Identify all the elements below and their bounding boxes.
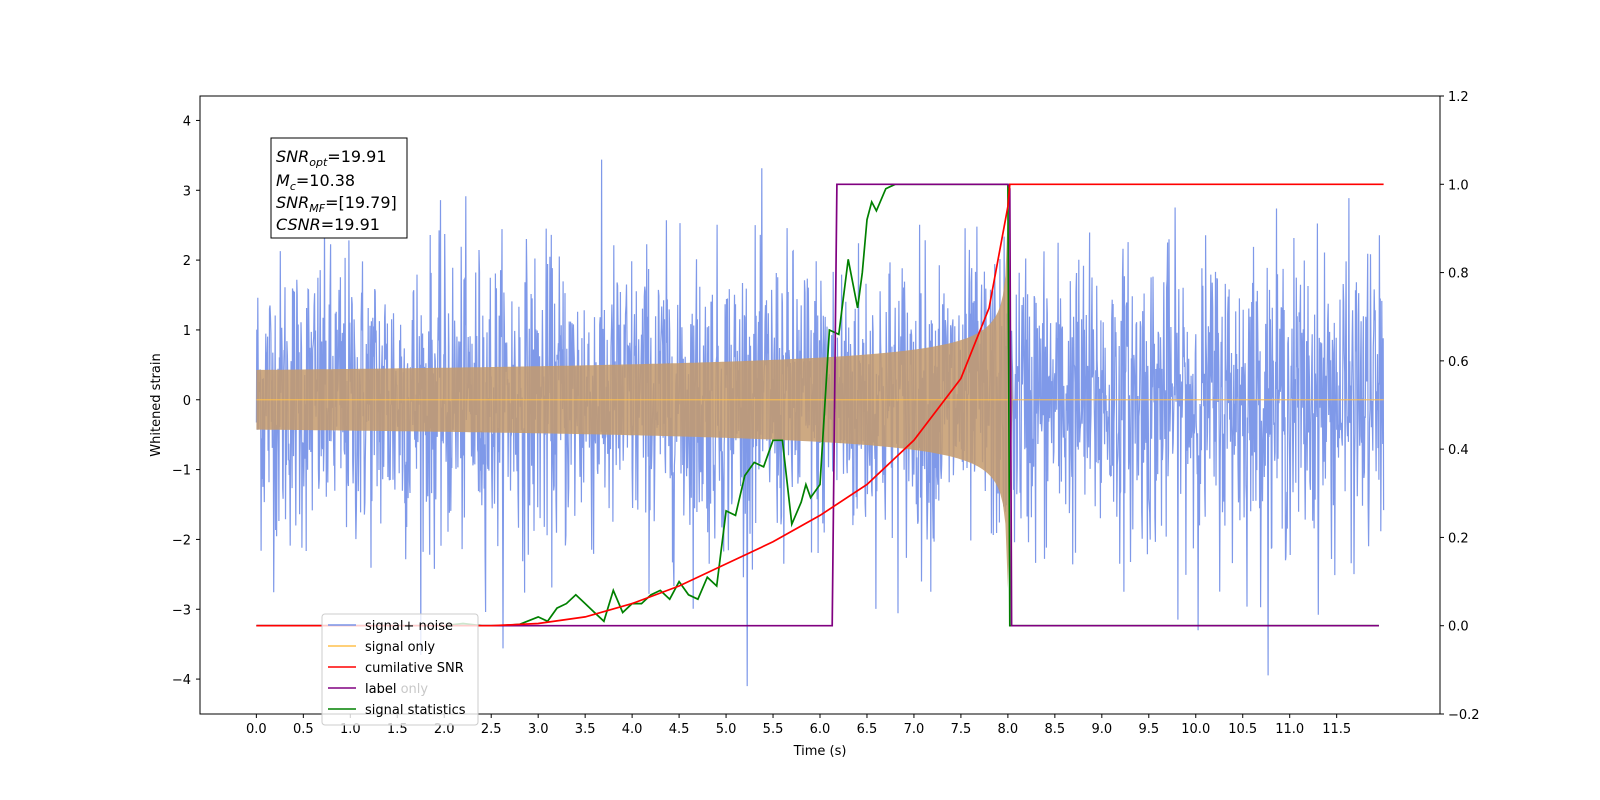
legend-frame [321,613,479,726]
x-tick-label: 5.5 [763,722,784,737]
y-tick-label-left: 2 [183,254,191,269]
x-tick-label: 6.5 [857,722,878,737]
x-tick-label: 7.0 [904,722,925,737]
info-box-frame [270,137,408,239]
y-tick-label-left: −1 [172,464,191,479]
signal-statistics-line [256,183,1379,627]
y-tick-label-left: 0 [183,394,191,409]
legend-label-label: label [365,682,396,697]
y-tick-label-right: 1.2 [1448,90,1469,105]
x-tick-label: 3.5 [575,722,596,737]
x-tick-label: 5.0 [716,722,737,737]
y-tick-label-right: 0.6 [1448,355,1469,370]
legend-label-signal: signal only [365,640,435,655]
y-tick-label-left: −3 [172,603,191,618]
y-tick-label-right: −0.2 [1448,708,1480,723]
y-tick-label-left: −2 [172,533,191,548]
x-tick-label: 8.5 [1045,722,1066,737]
y-tick-label-right: 0.4 [1448,443,1469,458]
legend-label-noise: signal+ noise [365,619,453,634]
x-tick-label: 2.0 [434,722,455,737]
y-tick-label-left: 1 [183,324,191,339]
x-tick-label: 11.5 [1322,722,1351,737]
x-tick-label: 11.0 [1275,722,1304,737]
y-tick-label-right: 0.0 [1448,620,1469,635]
x-tick-label: 7.5 [951,722,972,737]
cumilative-snr-line [256,183,1384,627]
y-tick-label-left: 3 [183,184,191,199]
y-tick-label-left: −4 [172,673,191,688]
x-tick-label: 10.0 [1181,722,1210,737]
x-tick-label: 10.5 [1228,722,1257,737]
x-tick-label: 4.0 [622,722,643,737]
x-tick-label: 0.0 [246,722,267,737]
left-y-axis: 4 3 2 1 0 −1 −2 −3 −4 [172,114,200,688]
x-axis-label: Time (s) [793,744,847,759]
y-tick-label-left: 4 [183,114,191,129]
y-tick-label-right: 0.2 [1448,531,1469,546]
snr-mf-text: SNRMF=[19.79] [276,193,397,215]
signal-only-series [256,211,1384,589]
legend: signal+ noise signal only cumilative SNR… [321,613,479,726]
x-tick-label: 4.5 [669,722,690,737]
x-tick-label: 3.0 [528,722,549,737]
csnr-text: CSNR=19.91 [276,215,380,234]
x-tick-label: 2.5 [481,722,502,737]
legend-label-snr: cumilative SNR [365,661,464,676]
label-line [256,183,1379,627]
x-tick-label: 9.5 [1138,722,1159,737]
x-axis: 0.0 0.5 1.0 1.5 2.0 2.5 3.0 3.5 4.0 4.5 5.0 5.5 6.0 6… [246,714,1351,737]
info-box: SNRopt=19.91 Mc=10.38 SNRMF=[19.79] CSNR… [270,137,408,239]
right-axis-series [256,183,1384,627]
legend-label-stats: signal statistics [365,703,466,718]
x-tick-label: 9.0 [1091,722,1112,737]
y-axis-label: Whitened strain [149,353,164,456]
x-tick-label: 1.0 [340,722,361,737]
x-tick-label: 8.0 [998,722,1019,737]
mc-text: Mc=10.38 [276,171,355,193]
right-y-axis: 1.2 1.0 0.8 0.6 0.4 0.2 0.0 −0.2 [1440,90,1480,723]
legend-occluded-text: label only [365,682,428,697]
x-tick-label: 6.0 [810,722,831,737]
y-tick-label-right: 1.0 [1448,178,1469,193]
x-tick-label: 1.5 [387,722,408,737]
y-tick-label-right: 0.8 [1448,267,1469,282]
snr-opt-text: SNRopt=19.91 [276,147,387,169]
x-tick-label: 0.5 [293,722,314,737]
